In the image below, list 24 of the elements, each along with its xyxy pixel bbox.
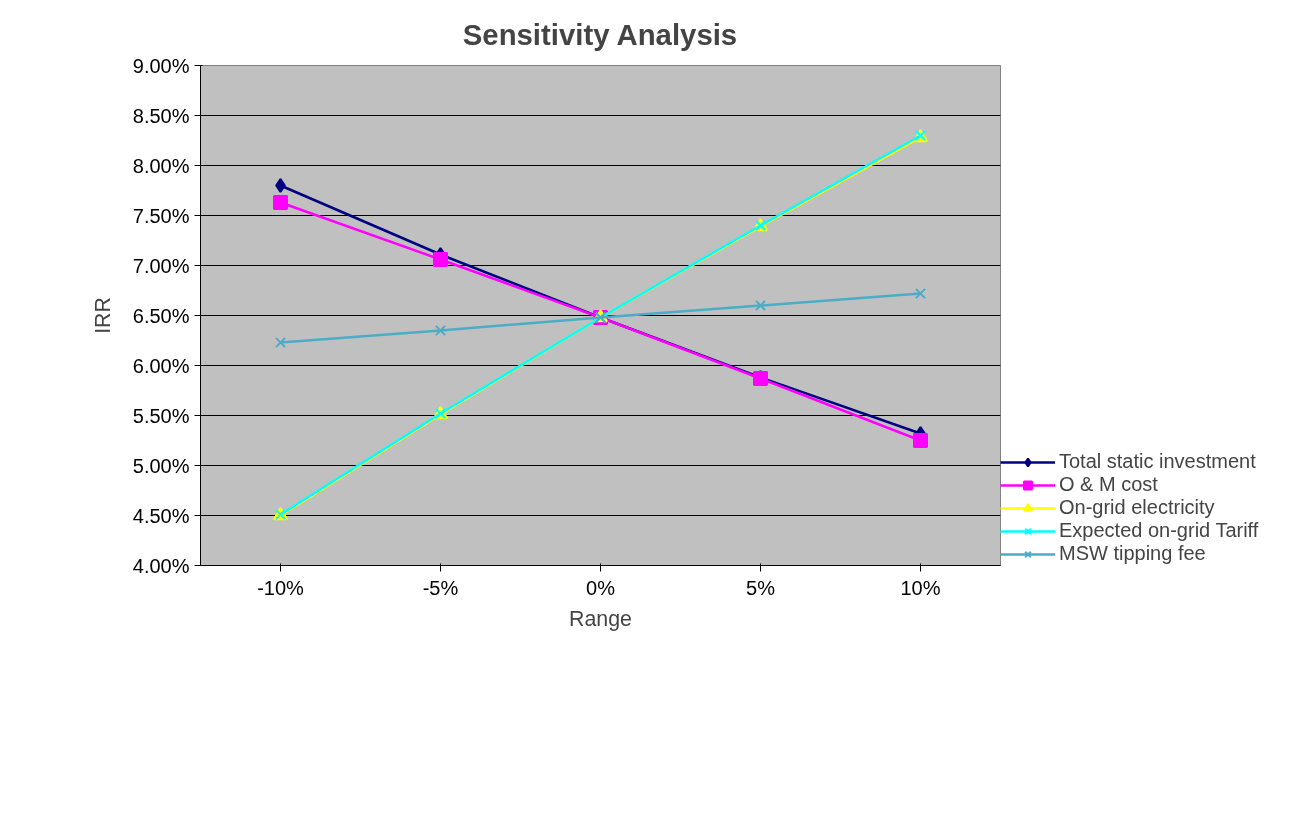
x-tick-label: -10% bbox=[257, 576, 305, 599]
y-tick-label: 7.50% bbox=[132, 204, 190, 227]
y-tick-label: 8.50% bbox=[132, 104, 190, 127]
y-axis-title: IRR bbox=[90, 297, 115, 334]
y-tick-label: 7.00% bbox=[132, 254, 190, 277]
y-tick-label: 5.50% bbox=[132, 404, 190, 427]
y-tick-label: 9.00% bbox=[132, 54, 190, 77]
x-axis-title: Range bbox=[569, 606, 632, 631]
y-tick-label: 4.00% bbox=[132, 554, 190, 577]
x-tick-label: 5% bbox=[746, 576, 776, 599]
x-tick-label: -5% bbox=[422, 576, 459, 599]
legend-label: MSW tipping fee bbox=[1059, 542, 1206, 565]
x-tick-label: 0% bbox=[586, 576, 616, 599]
legend-label: O & M cost bbox=[1059, 473, 1158, 496]
y-tick-label: 6.00% bbox=[132, 354, 190, 377]
x-tick-label: 10% bbox=[900, 576, 941, 599]
y-tick-label: 4.50% bbox=[132, 504, 190, 527]
chart-title: Sensitivity Analysis bbox=[462, 17, 738, 51]
legend-label: Expected on-grid Tariff bbox=[1059, 519, 1259, 542]
y-tick-label: 6.50% bbox=[132, 304, 190, 327]
legend-label: On-grid electricity bbox=[1059, 496, 1215, 519]
y-tick-label: 8.00% bbox=[132, 154, 190, 177]
legend-label: Total static investment bbox=[1059, 450, 1256, 473]
y-tick-label: 5.00% bbox=[132, 454, 190, 477]
